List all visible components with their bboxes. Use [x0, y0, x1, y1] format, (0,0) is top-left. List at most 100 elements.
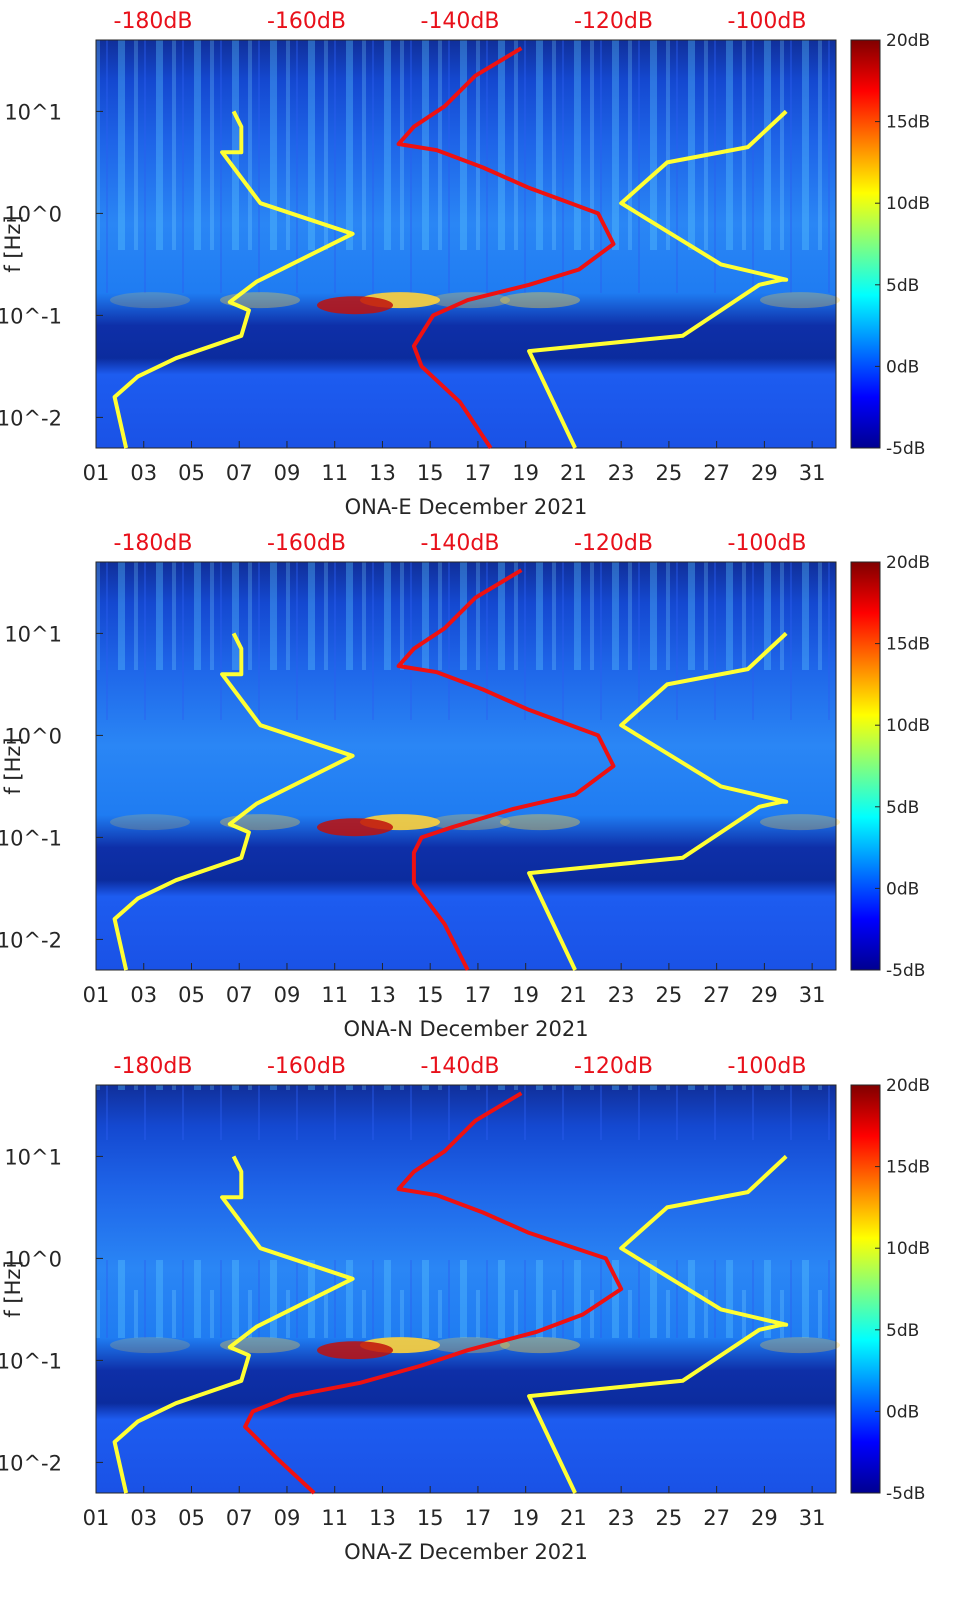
x-tick-label-11: 23	[608, 983, 635, 1007]
x-tick-label-2: 05	[178, 983, 205, 1007]
top-db-label-0: -180dB	[114, 531, 193, 556]
microseism-patch-1	[110, 1337, 190, 1354]
x-tick-label-14: 29	[751, 1506, 778, 1530]
x-tick-label-14: 29	[751, 983, 778, 1007]
yellow-high-noise-model	[527, 109, 789, 449]
x-tick-label-3: 07	[226, 1506, 253, 1530]
x-tick-label-0: 01	[83, 1506, 110, 1530]
top-db-label-3: -120dB	[574, 9, 653, 34]
top-db-label-1: -160dB	[267, 531, 346, 556]
top-db-label-2: -140dB	[421, 9, 500, 34]
top-db-label-0: -180dB	[114, 9, 193, 34]
x-tick-label-2: 05	[178, 1506, 205, 1530]
y-tick-label-0: 10^-2	[0, 406, 62, 430]
y-tick-label-1: 10^-1	[0, 304, 62, 328]
microseism-patch-6	[760, 814, 840, 831]
x-tick-label-4: 09	[274, 983, 301, 1007]
plot-frame	[95, 1084, 837, 1494]
x-tick-label-14: 29	[751, 461, 778, 485]
yellow-low-noise-model	[112, 632, 355, 971]
microseism-peak	[317, 818, 393, 837]
x-tick-label-9: 19	[512, 1506, 539, 1530]
top-db-label-0: -180dB	[114, 1054, 193, 1079]
x-tick-label-8: 17	[465, 1506, 492, 1530]
x-tick-label-1: 03	[130, 983, 157, 1007]
top-db-label-1: -160dB	[267, 1054, 346, 1079]
top-db-label-4: -100dB	[728, 9, 807, 34]
top-db-label-4: -100dB	[728, 1054, 807, 1079]
yellow-low-noise-model	[112, 110, 355, 449]
colorbar-tick-label-1: 15dB	[886, 113, 930, 133]
colorbar-tick-label-2: 10dB	[886, 194, 930, 214]
x-tick-label-1: 03	[130, 1506, 157, 1530]
x-tick-label-5: 11	[321, 461, 348, 485]
x-tick-label-0: 01	[83, 461, 110, 485]
y-tick-label-1: 10^-1	[0, 1349, 62, 1373]
colorbar-tick-label-5: -5dB	[886, 439, 925, 459]
x-tick-label-15: 31	[799, 1506, 826, 1530]
spectrogram-streaks	[96, 40, 836, 293]
x-tick-label-13: 27	[703, 461, 730, 485]
x-tick-label-3: 07	[226, 461, 253, 485]
microseism-patch-1	[110, 292, 190, 309]
colorbar-tick-label-4: 0dB	[886, 879, 919, 899]
microseism-patch-6	[760, 292, 840, 309]
yellow-low-noise-model	[112, 1155, 355, 1494]
microseism-patch-6	[760, 1337, 840, 1354]
colorbar-tick-label-0: 20dB	[886, 31, 930, 51]
colorbar-tick-label-3: 5dB	[886, 798, 919, 818]
x-tick-label-3: 07	[226, 983, 253, 1007]
x-tick-label-8: 17	[465, 461, 492, 485]
microseism-patch-1	[110, 814, 190, 831]
y-tick-label-0: 10^-2	[0, 928, 62, 952]
x-tick-label-7: 15	[417, 1506, 444, 1530]
colorbar-tick-label-1: 15dB	[886, 1158, 930, 1178]
x-tick-label-9: 19	[512, 983, 539, 1007]
x-tick-label-5: 11	[321, 1506, 348, 1530]
x-axis-label: ONA-N December 2021	[343, 1017, 588, 1041]
top-db-label-3: -120dB	[574, 1054, 653, 1079]
colorbar-tick-label-0: 20dB	[886, 553, 930, 573]
top-db-label-1: -160dB	[267, 9, 346, 34]
colorbar-tick-label-2: 10dB	[886, 1239, 930, 1259]
x-tick-label-1: 03	[130, 461, 157, 485]
x-tick-label-15: 31	[799, 461, 826, 485]
top-db-label-3: -120dB	[574, 531, 653, 556]
colorbar-tick-label-0: 20dB	[886, 1076, 930, 1096]
x-tick-label-11: 23	[608, 1506, 635, 1530]
x-tick-label-13: 27	[703, 983, 730, 1007]
x-tick-label-4: 09	[274, 461, 301, 485]
microseism-peak	[317, 296, 393, 315]
y-tick-label-1: 10^-1	[0, 826, 62, 850]
x-tick-label-12: 25	[656, 1506, 683, 1530]
y-tick-label-3: 10^1	[4, 100, 62, 124]
x-tick-label-0: 01	[83, 983, 110, 1007]
plot-frame	[95, 39, 837, 449]
spectrogram-streaks	[96, 562, 836, 815]
y-tick-label-2: 10^0	[4, 724, 62, 748]
colorbar	[850, 1084, 881, 1494]
y-tick-label-3: 10^1	[4, 622, 62, 646]
colorbar-tick-label-4: 0dB	[886, 1402, 919, 1422]
microseism-patch-5	[500, 1337, 580, 1354]
x-tick-label-7: 15	[417, 461, 444, 485]
colorbar-tick-label-3: 5dB	[886, 276, 919, 296]
y-axis-label: f [Hz]	[1, 737, 25, 794]
chart-panel-3: 10^-2 10^-1 10^0 10^1 f [Hz] 01 03 05 07 09 11 13 15…	[0, 1054, 930, 1564]
x-tick-label-7: 15	[417, 983, 444, 1007]
x-tick-label-12: 25	[656, 461, 683, 485]
red-measured-level	[396, 568, 616, 971]
microseism-patch-4	[430, 1337, 510, 1354]
colorbar	[850, 39, 881, 449]
x-tick-label-13: 27	[703, 1506, 730, 1530]
colorbar	[850, 561, 881, 971]
chart-panel-1: 10^-2 10^-1 10^0 10^1 f [Hz] 01 03 05 07 09 11 13 15…	[0, 9, 930, 519]
x-tick-label-10: 21	[560, 983, 587, 1007]
x-tick-label-6: 13	[369, 1506, 396, 1530]
y-tick-label-2: 10^0	[4, 1247, 62, 1271]
colorbar-tick-label-1: 15dB	[886, 635, 930, 655]
microseism-patch-5	[500, 292, 580, 309]
y-tick-label-2: 10^0	[4, 202, 62, 226]
x-tick-label-5: 11	[321, 983, 348, 1007]
x-axis-label: ONA-Z December 2021	[344, 1540, 588, 1564]
